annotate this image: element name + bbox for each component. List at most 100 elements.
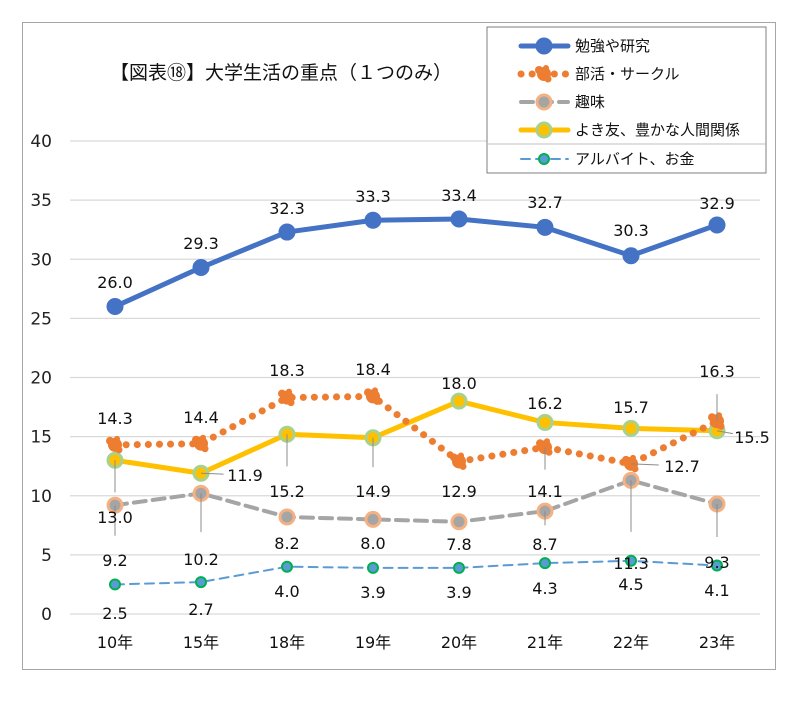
data-point bbox=[453, 561, 465, 574]
data-label: 12.7 bbox=[664, 457, 700, 476]
legend-item-1: 部活・サークル bbox=[517, 65, 680, 83]
data-label: 10.2 bbox=[183, 550, 219, 569]
data-label: 14.3 bbox=[97, 409, 133, 428]
data-label: 18.3 bbox=[269, 361, 305, 380]
data-label: 12.9 bbox=[441, 482, 477, 501]
data-point bbox=[364, 510, 382, 528]
data-label: 33.4 bbox=[441, 186, 477, 205]
legend-label: よき友、豊かな人間関係 bbox=[575, 121, 740, 139]
data-label: 29.3 bbox=[183, 234, 219, 253]
data-label: 3.9 bbox=[446, 583, 471, 602]
data-point bbox=[364, 211, 382, 229]
legend-item-2: 趣味 bbox=[519, 93, 605, 111]
gridlines bbox=[70, 140, 760, 615]
x-tick-label: 22年 bbox=[613, 633, 649, 652]
data-label: 33.3 bbox=[355, 187, 391, 206]
data-point bbox=[192, 259, 210, 277]
leader-line bbox=[630, 463, 659, 466]
data-label: 4.0 bbox=[274, 582, 299, 601]
data-label: 11.9 bbox=[227, 466, 263, 485]
data-label: 14.4 bbox=[183, 408, 219, 427]
data-point-center bbox=[628, 425, 634, 431]
data-point bbox=[536, 218, 554, 236]
data-labels: 26.0 29.3 32.3 33.3 33.4 32.7 30.3 32.9 14.3 14.4… bbox=[97, 186, 770, 623]
x-tick-label: 20年 bbox=[441, 633, 477, 652]
data-label: 9.3 bbox=[704, 553, 729, 572]
legend-label: 趣味 bbox=[575, 93, 605, 111]
data-label: 32.9 bbox=[699, 194, 735, 213]
data-point bbox=[708, 216, 726, 234]
data-label: 13.0 bbox=[97, 508, 133, 527]
data-label: 4.1 bbox=[704, 581, 729, 600]
legend-item-3: よき友、豊かな人間関係 bbox=[518, 121, 740, 139]
data-point bbox=[536, 438, 553, 456]
legend-label: アルバイト、お金 bbox=[575, 150, 695, 168]
data-label: 15.7 bbox=[613, 398, 649, 417]
data-point bbox=[450, 452, 467, 470]
legend-marker bbox=[538, 153, 550, 165]
y-axis-ticks: 0 5 10 15 20 25 30 35 40 bbox=[30, 132, 52, 625]
data-label: 32.7 bbox=[527, 193, 563, 212]
data-label: 30.3 bbox=[613, 221, 649, 240]
data-label: 14.9 bbox=[355, 482, 391, 501]
data-label: 15.5 bbox=[734, 428, 770, 447]
y-tick-label: 15 bbox=[30, 428, 52, 448]
data-point bbox=[450, 513, 468, 531]
legend-marker-center bbox=[541, 127, 547, 133]
data-point bbox=[622, 247, 640, 265]
legend-marker bbox=[535, 65, 552, 83]
data-label: 9.2 bbox=[102, 551, 127, 570]
series-line-4 bbox=[114, 559, 718, 586]
series-line-2 bbox=[113, 478, 719, 524]
legend-marker bbox=[535, 37, 553, 55]
x-tick-label: 10年 bbox=[97, 633, 133, 652]
leader-line bbox=[200, 472, 224, 475]
x-tick-label: 23年 bbox=[699, 633, 735, 652]
chart-title: 【図表⑱】大学生活の重点（１つのみ） bbox=[110, 62, 452, 84]
data-label: 8.0 bbox=[360, 534, 385, 553]
y-tick-label: 5 bbox=[41, 546, 52, 566]
data-point bbox=[278, 388, 295, 407]
data-label: 32.3 bbox=[269, 199, 305, 218]
data-label: 7.8 bbox=[446, 535, 471, 554]
series-line-3 bbox=[112, 398, 720, 476]
data-point bbox=[278, 223, 296, 241]
data-point bbox=[281, 560, 293, 573]
data-label: 2.7 bbox=[188, 600, 213, 619]
data-point bbox=[364, 387, 381, 405]
data-label: 4.5 bbox=[618, 575, 643, 594]
y-tick-label: 40 bbox=[30, 132, 52, 152]
data-label: 8.2 bbox=[274, 534, 299, 553]
data-point bbox=[195, 576, 207, 589]
data-label: 4.3 bbox=[532, 579, 557, 598]
y-tick-label: 35 bbox=[30, 191, 52, 211]
legend-marker bbox=[535, 93, 553, 111]
y-tick-label: 30 bbox=[30, 250, 52, 270]
x-axis-ticks: 10年 15年 18年 19年 20年 21年 22年 23年 bbox=[97, 633, 735, 652]
data-point bbox=[450, 210, 468, 228]
y-tick-label: 10 bbox=[30, 487, 52, 507]
data-label: 16.3 bbox=[699, 362, 735, 381]
y-tick-label: 0 bbox=[41, 605, 52, 625]
legend-label: 勉強や研究 bbox=[575, 37, 650, 55]
x-tick-label: 21年 bbox=[527, 633, 563, 652]
data-label: 26.0 bbox=[97, 273, 133, 292]
data-label: 18.0 bbox=[441, 374, 477, 393]
data-point bbox=[106, 435, 123, 454]
data-point bbox=[625, 554, 637, 567]
data-point bbox=[539, 557, 551, 570]
legend-label: 部活・サークル bbox=[575, 65, 680, 83]
series-line-0 bbox=[112, 216, 720, 310]
data-label: 2.5 bbox=[102, 604, 127, 623]
y-tick-label: 25 bbox=[30, 309, 52, 329]
data-label: 16.2 bbox=[527, 394, 563, 413]
data-point bbox=[278, 508, 296, 526]
data-point bbox=[192, 434, 209, 453]
data-label: 18.4 bbox=[355, 360, 391, 379]
legend-item-0: 勉強や研究 bbox=[518, 37, 650, 55]
legend-item-4: アルバイト、お金 bbox=[520, 150, 695, 168]
series-line-1 bbox=[111, 392, 721, 468]
data-point-center bbox=[542, 419, 548, 425]
